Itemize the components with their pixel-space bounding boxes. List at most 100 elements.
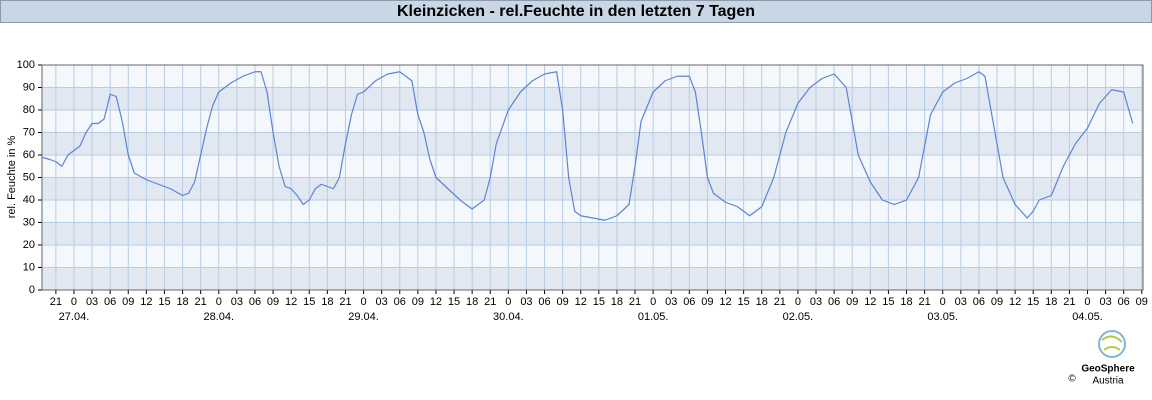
y-tick-label: 80 xyxy=(23,104,35,116)
x-tick-label: 06 xyxy=(538,296,550,308)
x-tick-label: 03 xyxy=(86,296,98,308)
logo-copyright: © xyxy=(1068,374,1076,385)
x-tick-label: 0 xyxy=(1084,296,1090,308)
x-tick-label: 18 xyxy=(900,296,912,308)
grid-band xyxy=(42,155,1143,178)
x-tick-label: 0 xyxy=(360,296,366,308)
logo: © GeoSphere Austria xyxy=(1068,330,1135,387)
x-tick-label: 03 xyxy=(1099,296,1111,308)
grid-band xyxy=(42,87,1143,110)
x-tick-label: 21 xyxy=(629,296,641,308)
y-tick-label: 90 xyxy=(23,81,35,93)
x-tick-label: 06 xyxy=(683,296,695,308)
x-tick-label: 06 xyxy=(249,296,261,308)
grid-band xyxy=(42,222,1143,245)
x-tick-label: 0 xyxy=(71,296,77,308)
logo-icon xyxy=(1101,335,1123,351)
logo-icon xyxy=(1098,330,1126,358)
y-tick-label: 40 xyxy=(23,194,35,206)
date-label: 28.04. xyxy=(203,311,234,323)
x-tick-label: 03 xyxy=(955,296,967,308)
x-tick-label: 21 xyxy=(50,296,62,308)
date-label: 27.04. xyxy=(59,311,90,323)
x-tick-label: 15 xyxy=(737,296,749,308)
x-tick-label: 12 xyxy=(719,296,731,308)
x-tick-label: 21 xyxy=(195,296,207,308)
x-tick-label: 06 xyxy=(973,296,985,308)
y-tick-label: 0 xyxy=(29,284,35,296)
x-tick-label: 09 xyxy=(412,296,424,308)
y-tick-label: 60 xyxy=(23,149,35,161)
date-label: 01.05. xyxy=(638,311,669,323)
x-tick-label: 12 xyxy=(1009,296,1021,308)
y-tick-label: 50 xyxy=(23,171,35,183)
logo-sub: Austria xyxy=(1092,376,1124,387)
logo-name: GeoSphere xyxy=(1081,364,1135,375)
y-tick-label: 100 xyxy=(17,59,35,71)
x-tick-label: 06 xyxy=(828,296,840,308)
x-tick-label: 09 xyxy=(557,296,569,308)
x-tick-label: 06 xyxy=(1118,296,1130,308)
x-tick-label: 18 xyxy=(466,296,478,308)
y-tick-label: 30 xyxy=(23,216,35,228)
x-tick-label: 06 xyxy=(394,296,406,308)
x-tick-label: 12 xyxy=(140,296,152,308)
data-line xyxy=(41,71,1134,221)
x-tick-label: 15 xyxy=(593,296,605,308)
date-label: 04.05. xyxy=(1072,311,1103,323)
x-tick-label: 18 xyxy=(321,296,333,308)
chart-title: Kleinzicken - rel.Feuchte in den letzten… xyxy=(397,3,755,20)
grid-band xyxy=(42,267,1143,290)
y-axis-label: rel. Feuchte in % xyxy=(6,136,18,219)
date-label: 29.04. xyxy=(348,311,379,323)
y-tick-label: 10 xyxy=(23,261,35,273)
x-tick-label: 15 xyxy=(448,296,460,308)
x-tick-label: 21 xyxy=(774,296,786,308)
x-tick-label: 06 xyxy=(104,296,116,308)
date-label: 02.05. xyxy=(783,311,814,323)
x-tick-label: 09 xyxy=(122,296,134,308)
x-tick-label: 18 xyxy=(1045,296,1057,308)
x-tick-label: 09 xyxy=(1136,296,1148,308)
x-tick-label: 21 xyxy=(1063,296,1075,308)
x-tick-label: 15 xyxy=(303,296,315,308)
x-tick-label: 03 xyxy=(665,296,677,308)
x-tick-label: 09 xyxy=(846,296,858,308)
plot-border xyxy=(41,64,1144,291)
x-tick-label: 12 xyxy=(864,296,876,308)
grid-band xyxy=(42,132,1143,155)
x-tick-label: 15 xyxy=(882,296,894,308)
x-tick-label: 03 xyxy=(376,296,388,308)
x-tick-label: 0 xyxy=(940,296,946,308)
x-tick-label: 03 xyxy=(520,296,532,308)
x-tick-label: 18 xyxy=(756,296,768,308)
grid-band xyxy=(42,200,1143,223)
x-tick-label: 15 xyxy=(1027,296,1039,308)
x-tick-label: 03 xyxy=(231,296,243,308)
grid-band xyxy=(42,177,1143,200)
date-label: 30.04. xyxy=(493,311,524,323)
x-tick-label: 0 xyxy=(650,296,656,308)
y-tick-label: 70 xyxy=(23,126,35,138)
x-tick-label: 12 xyxy=(575,296,587,308)
x-tick-label: 09 xyxy=(701,296,713,308)
x-tick-label: 12 xyxy=(285,296,297,308)
x-tick-label: 15 xyxy=(158,296,170,308)
grid-band xyxy=(42,245,1143,268)
x-tick-label: 18 xyxy=(611,296,623,308)
x-tick-label: 0 xyxy=(505,296,511,308)
plot-area: 0 10 20 30 40 50 60 70 80 90 100 21 0 03 06 09 12 15 18 21 0… xyxy=(17,59,1148,323)
x-tick-label: 0 xyxy=(216,296,222,308)
date-label: 03.05. xyxy=(927,311,958,323)
x-tick-label: 0 xyxy=(795,296,801,308)
x-tick-label: 03 xyxy=(810,296,822,308)
grid-band xyxy=(42,65,1143,88)
grid-band xyxy=(42,110,1143,133)
x-tick-label: 21 xyxy=(339,296,351,308)
x-tick-label: 21 xyxy=(918,296,930,308)
x-tick-label: 09 xyxy=(267,296,279,308)
x-tick-label: 09 xyxy=(991,296,1003,308)
x-tick-label: 18 xyxy=(176,296,188,308)
